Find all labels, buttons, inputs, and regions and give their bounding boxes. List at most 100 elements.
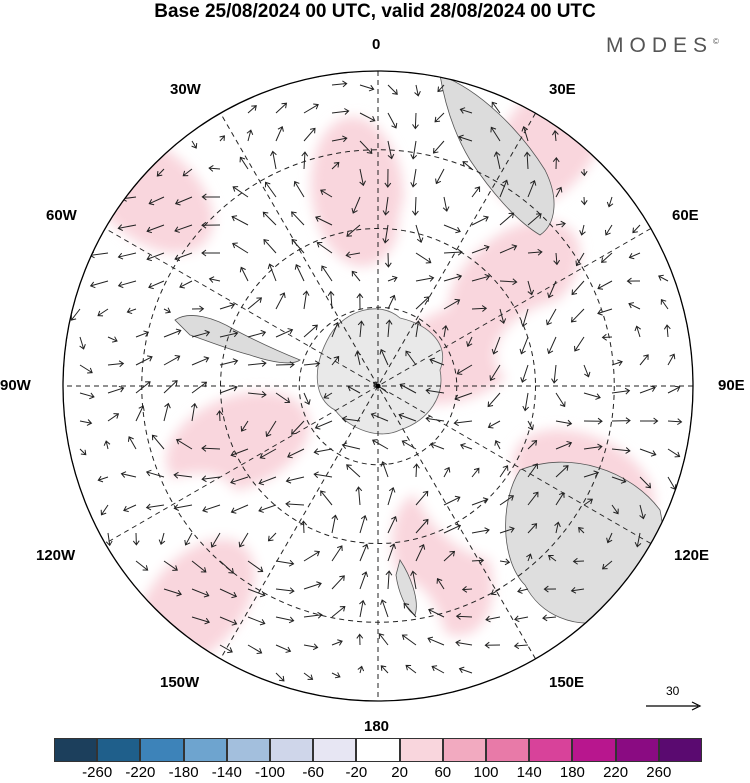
wind-arrow	[191, 560, 207, 573]
meridian-line	[104, 228, 652, 544]
wind-arrow	[148, 280, 165, 290]
wind-arrow	[487, 420, 501, 429]
wind-arrow	[331, 545, 343, 562]
wind-arrow	[303, 324, 318, 338]
label-lon-90e: 90E	[718, 377, 745, 394]
wind-arrow	[405, 350, 417, 366]
wind-arrow	[520, 364, 529, 383]
wind-arrow	[523, 151, 531, 170]
wind-arrow	[247, 391, 267, 398]
colorbar-tick-label: 180	[559, 764, 585, 781]
wind-arrow	[574, 336, 585, 352]
wind-arrow	[499, 278, 518, 286]
wind-arrow	[163, 328, 182, 338]
wind-arrow	[527, 463, 538, 478]
wind-arrow	[208, 165, 221, 172]
colorbar-swatch	[54, 738, 98, 762]
wind-arrow	[201, 193, 221, 201]
wind-arrow	[316, 241, 333, 254]
map-border	[62, 70, 694, 702]
wind-arrow	[107, 385, 125, 394]
wind-arrow	[387, 486, 396, 506]
wind-arrow	[387, 275, 398, 283]
wind-arrow	[247, 297, 263, 310]
wind-arrow	[415, 543, 426, 562]
colorbar-swatch	[97, 738, 141, 762]
wind-arrow	[201, 249, 221, 257]
wind-arrow	[547, 336, 557, 355]
wind-arrow	[601, 560, 613, 570]
wind-arrow	[275, 126, 284, 142]
wind-arrow	[553, 252, 561, 266]
wind-arrow	[163, 588, 182, 597]
wind-arrow	[382, 196, 390, 216]
wind-arrow	[331, 161, 340, 170]
wind-arrow	[117, 280, 137, 289]
wind-arrow	[303, 127, 316, 142]
wind-arrow	[301, 151, 309, 170]
wind-arrow	[145, 503, 165, 511]
wind-arrow	[410, 140, 418, 160]
wind-arrow	[499, 495, 515, 506]
wind-arrow	[443, 466, 451, 478]
wind-arrow	[208, 276, 221, 283]
wind-arrow	[303, 611, 323, 619]
wind-arrow	[412, 112, 419, 130]
wind-arrow	[667, 418, 683, 426]
wind-arrow	[107, 336, 118, 343]
wind-arrow	[97, 308, 109, 317]
wind-arrow	[356, 633, 364, 646]
wind-arrow	[291, 420, 305, 435]
wind-arrow	[191, 381, 208, 394]
label-lon-60w: 60W	[46, 207, 77, 224]
wind-arrow	[303, 360, 321, 368]
wind-arrow	[555, 465, 569, 478]
wind-arrow	[453, 419, 473, 427]
wind-arrow	[346, 464, 361, 478]
wind-arrow	[174, 224, 193, 233]
wind-arrow	[275, 616, 295, 624]
wind-arrow	[466, 336, 473, 347]
wind-arrow	[259, 448, 277, 459]
wind-arrow	[604, 224, 613, 236]
wind-arrow	[239, 156, 249, 170]
wind-arrow	[387, 84, 398, 95]
wind-arrow	[287, 448, 305, 459]
colorbar-tick-label: 220	[603, 764, 629, 781]
colorbar-swatch	[140, 738, 184, 762]
wind-arrow	[597, 280, 613, 290]
wind-arrow	[303, 581, 322, 590]
wind-arrow	[313, 471, 333, 479]
wind-arrow	[135, 560, 149, 571]
wind-arrow	[320, 490, 333, 506]
wind-arrow	[527, 491, 539, 506]
wind-arrow	[291, 211, 305, 226]
wind-arrow	[579, 224, 586, 236]
wind-arrow	[632, 224, 641, 234]
wind-arrow	[247, 329, 267, 338]
colorbar-tick-label: -140	[211, 764, 242, 781]
wind-arrow	[462, 161, 473, 170]
antarctica-land	[316, 308, 443, 435]
anomaly-field	[63, 74, 665, 701]
wind-arrow	[357, 320, 365, 338]
wind-arrow	[413, 463, 420, 478]
wind-arrow	[359, 543, 369, 562]
wind-arrow	[202, 504, 221, 513]
wind-arrow	[572, 557, 585, 565]
wind-arrow	[79, 419, 93, 426]
colorbar-swatch	[529, 738, 573, 762]
wind-arrow	[434, 112, 445, 123]
wind-arrow	[639, 417, 659, 425]
wind-arrow	[455, 639, 473, 647]
wind-arrow	[359, 571, 369, 590]
wind-arrow	[120, 471, 137, 478]
wind-arrow	[414, 320, 422, 338]
wind-arrow	[458, 134, 473, 142]
wind-arrow	[601, 333, 613, 341]
wind-arrow	[415, 224, 424, 244]
wind-arrow	[459, 107, 473, 114]
wind-arrow	[135, 405, 145, 422]
wind-arrow	[489, 364, 501, 381]
wind-arrow	[230, 448, 249, 458]
